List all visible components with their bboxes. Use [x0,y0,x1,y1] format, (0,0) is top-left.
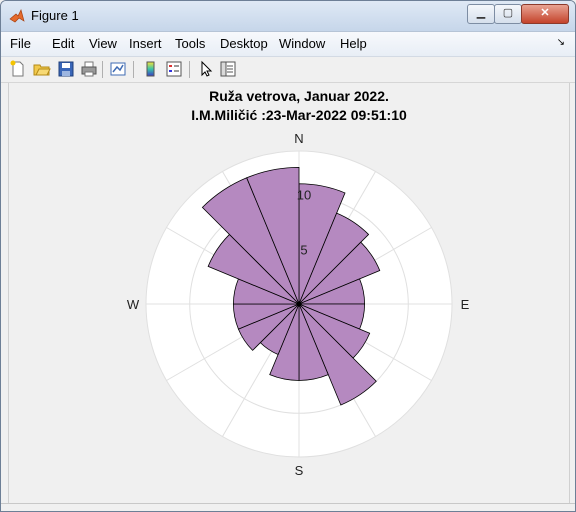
polar-chart[interactable]: N E S W 5 10 Ruža vetrova, Januar 2022. I.M.M… [9,83,569,503]
title-bar[interactable]: Figure 1 ▁ ▢ ✕ [1,1,575,32]
minimize-icon: ▁ [476,7,486,19]
close-button[interactable]: ✕ [521,4,569,24]
toolbar [1,57,575,83]
menu-window[interactable]: Window [279,36,326,51]
menu-view[interactable]: View [89,36,117,51]
center-point [296,301,302,307]
menu-bar: File Edit View Insert Tools Desktop Wind… [1,32,575,57]
theta-label-w: W [127,297,140,312]
theta-label-s: S [295,463,304,478]
save-icon[interactable] [57,60,75,78]
matlab-logo-icon [9,9,25,23]
histogram-bar [298,241,381,305]
polar-bars [201,166,381,406]
menu-file[interactable]: File [10,36,31,51]
menu-tools[interactable]: Tools [175,36,206,51]
maximize-button[interactable]: ▢ [494,4,522,24]
property-inspector-icon[interactable] [219,60,237,78]
chart-title-line1: Ruža vetrova, Januar 2022. [209,88,389,104]
chart-title-line2: I.M.Miličić :23-Mar-2022 09:51:10 [191,107,407,123]
maximize-icon: ▢ [502,7,514,19]
histogram-bar [246,166,300,305]
print-icon[interactable] [80,60,98,78]
open-file-icon[interactable] [33,60,51,78]
r-tick-label: 5 [300,242,307,257]
menu-edit[interactable]: Edit [52,36,75,51]
edit-plot-icon[interactable] [197,60,215,78]
insert-legend-icon[interactable] [165,60,183,78]
link-plot-icon[interactable] [109,60,127,78]
polar-labels: N E S W 5 10 [127,131,470,478]
toolbar-separator [133,61,134,78]
minimize-button[interactable]: ▁ [467,4,495,24]
histogram-bar [298,303,377,406]
toolbar-separator [102,61,103,78]
dock-arrow-icon[interactable]: ↘ [556,37,565,48]
menu-insert[interactable]: Insert [129,36,162,51]
histogram-bar [298,212,370,305]
close-icon: ✕ [540,7,550,19]
status-strip [1,503,575,511]
theta-label-n: N [294,131,303,146]
menu-desktop[interactable]: Desktop [220,36,268,51]
window-title: Figure 1 [31,8,79,23]
toolbar-separator [189,61,190,78]
new-figure-icon[interactable] [9,60,27,78]
menu-help[interactable]: Help [340,36,367,51]
insert-colorbar-icon[interactable] [142,60,160,78]
histogram-bar [269,303,300,381]
figure-canvas: N E S W 5 10 Ruža vetrova, Januar 2022. I.M.M… [8,83,570,503]
theta-label-e: E [461,297,470,312]
r-tick-label: 10 [297,188,311,203]
